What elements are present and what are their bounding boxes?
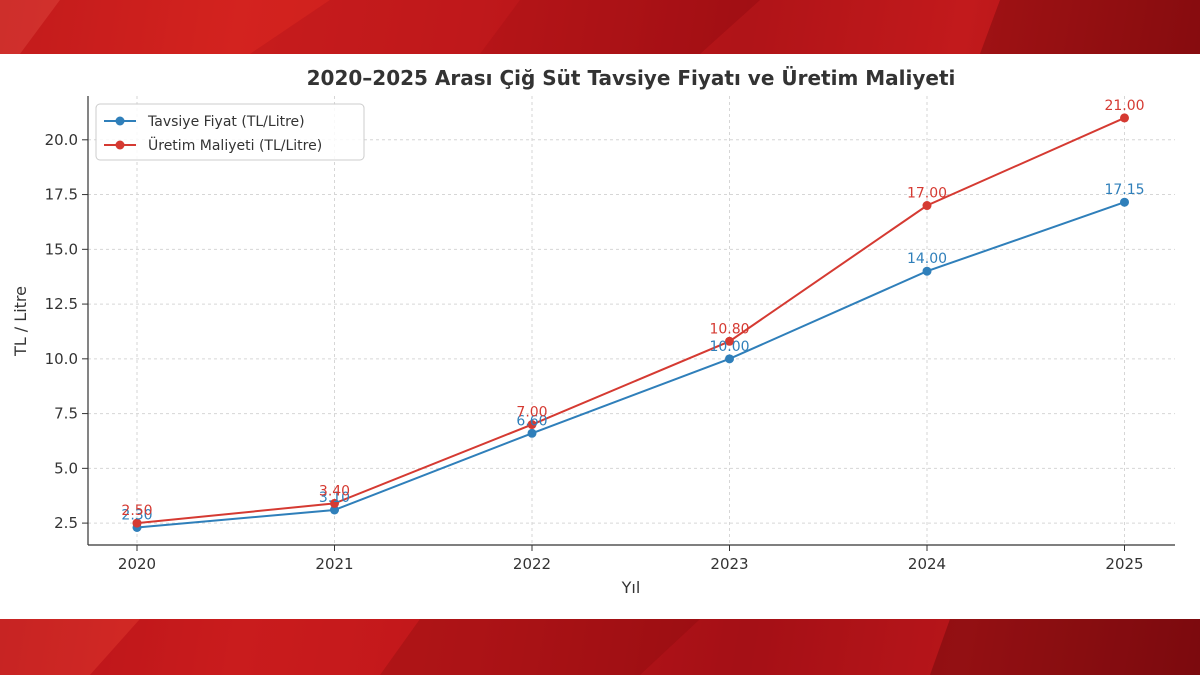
y-tick-label: 2.5	[54, 514, 78, 532]
banner-pattern	[0, 0, 1200, 54]
y-tick-label: 20.0	[45, 131, 78, 149]
grid	[88, 96, 1175, 545]
y-axis-label: TL / Litre	[11, 286, 30, 357]
data-point	[132, 518, 142, 528]
data-label: 17.00	[907, 186, 947, 202]
chart: 2020–2025 Arası Çiğ Süt Tavsiye Fiyatı v…	[11, 66, 1175, 597]
y-tick-label: 17.5	[45, 186, 78, 204]
banner-pattern	[0, 619, 1200, 675]
x-tick-label: 2020	[118, 555, 156, 573]
legend-label: Üretim Maliyeti (TL/Litre)	[148, 136, 322, 154]
data-label: 2.30	[121, 507, 152, 523]
series-line-0	[136, 201, 1125, 529]
data-point	[527, 428, 537, 438]
data-label: 3.10	[319, 490, 350, 506]
data-label: 2.50	[121, 503, 152, 519]
x-tick-label: 2022	[513, 555, 551, 573]
data-point	[922, 201, 932, 211]
x-axis-label: Yıl	[621, 578, 641, 597]
data-label: 6.60	[516, 413, 547, 429]
data-point	[725, 336, 734, 346]
data-label: 10.80	[709, 321, 749, 337]
data-point	[922, 266, 932, 276]
x-tick-label: 2021	[315, 555, 353, 573]
y-tick-label: 7.5	[54, 405, 78, 423]
legend-swatch-marker	[115, 140, 125, 150]
top-banner	[0, 0, 1200, 54]
legend-box	[95, 103, 365, 161]
series-line-1	[136, 116, 1125, 525]
data-point	[330, 505, 339, 515]
data-label: 7.00	[516, 405, 547, 421]
legend-swatch-marker	[115, 116, 125, 126]
data-point	[527, 420, 537, 430]
data-point	[1120, 113, 1129, 123]
data-label: 10.00	[709, 339, 749, 355]
x-tick-label: 2024	[908, 555, 946, 573]
y-tick-label: 12.5	[45, 295, 78, 313]
x-tick-label: 2025	[1105, 555, 1143, 573]
y-tick-label: 15.0	[45, 240, 78, 258]
data-label: 17.15	[1104, 182, 1144, 198]
data-point	[1120, 197, 1129, 207]
data-point	[725, 354, 734, 364]
bottom-banner	[0, 619, 1200, 675]
data-label: 3.40	[319, 483, 350, 499]
data-label: 14.00	[907, 251, 947, 267]
series-layer	[132, 113, 1129, 532]
y-tick-label: 5.0	[54, 459, 78, 477]
x-tick-label: 2023	[710, 555, 748, 573]
data-labels: 2.30 3.10 6.60 10.00 14.00 17.15 2.50 3.40 7.00 1…	[121, 98, 1144, 524]
data-label: 21.00	[1104, 98, 1144, 114]
y-tick-label: 10.0	[45, 350, 78, 368]
chart-title: 2020–2025 Arası Çiğ Süt Tavsiye Fiyatı v…	[307, 66, 956, 90]
axes: 2.5 5.0 7.5 10.0 12.5 15.0 17.5 20.0 2020 2021 202…	[45, 96, 1175, 573]
legend-label: Tavsiye Fiyat (TL/Litre)	[147, 114, 305, 130]
legend: Tavsiye Fiyat (TL/Litre) Üretim Maliyeti …	[95, 103, 365, 161]
data-point	[330, 498, 339, 508]
